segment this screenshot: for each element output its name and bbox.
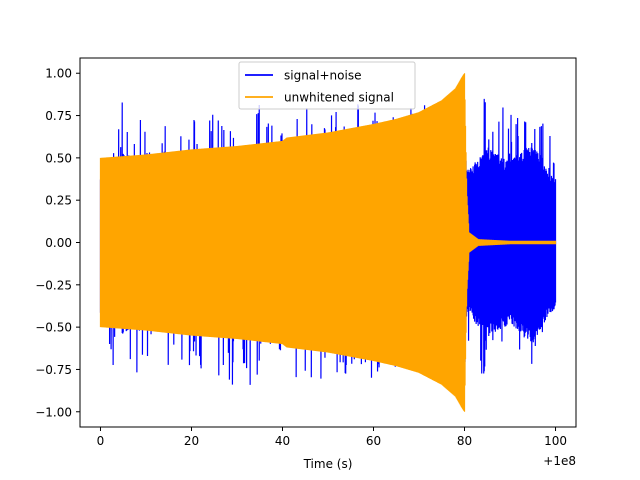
legend-label-signal-noise: signal+noise	[284, 69, 361, 83]
y-tick-label: 1.00	[45, 67, 72, 81]
y-axis: −1.00 −0.75 −0.50 −0.25 0.00 0.25 0.50 0.75 1.00	[35, 67, 80, 419]
x-tick-label: 0	[97, 434, 105, 448]
series-line-unwhitened-signal	[99, 73, 557, 412]
legend: signal+noise unwhitened signal	[238, 61, 416, 110]
x-axis: 0 20 40 60 80 100	[97, 427, 567, 448]
x-offset-label: +1e8	[543, 454, 576, 468]
legend-label-unwhitened-signal: unwhitened signal	[284, 91, 394, 105]
x-tick-label: 100	[544, 434, 567, 448]
x-axis-title: Time (s)	[303, 457, 353, 471]
legend-box	[238, 61, 416, 110]
x-tick-label: 80	[457, 434, 472, 448]
y-tick-label: 0.50	[45, 151, 72, 165]
y-tick-label: 0.75	[45, 109, 72, 123]
y-tick-label: −0.50	[35, 321, 72, 335]
y-tick-label: 0.00	[45, 236, 72, 250]
y-tick-label: −0.75	[35, 363, 72, 377]
x-tick-label: 40	[275, 434, 290, 448]
y-tick-label: −1.00	[35, 405, 72, 419]
x-tick-label: 60	[366, 434, 381, 448]
series-layer	[99, 73, 557, 412]
y-tick-label: 0.25	[45, 194, 72, 208]
x-tick-label: 20	[184, 434, 199, 448]
y-tick-label: −0.25	[35, 278, 72, 292]
